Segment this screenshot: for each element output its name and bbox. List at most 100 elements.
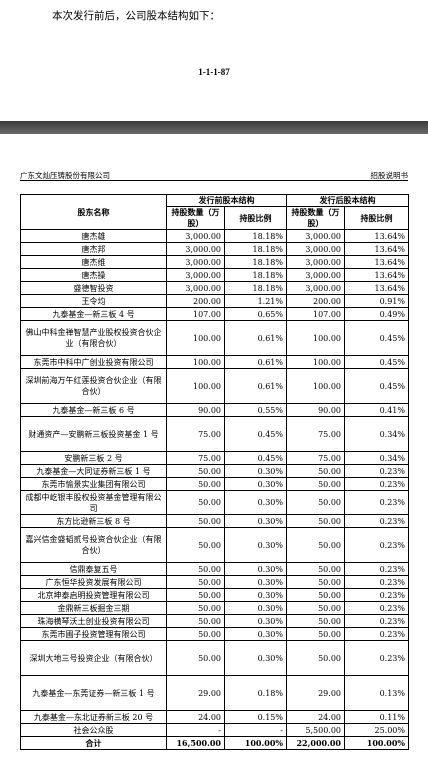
before-ratio: 0.30% xyxy=(224,490,287,515)
after-qty: 5,500.00 xyxy=(286,723,345,737)
after-ratio: 0.23% xyxy=(344,627,409,641)
before-ratio: 0.30% xyxy=(224,614,287,628)
after-qty: 3,000.00 xyxy=(286,242,345,256)
before-qty: 200.00 xyxy=(166,294,225,308)
after-ratio: 0.23% xyxy=(344,562,409,576)
after-qty: 50.00 xyxy=(286,527,345,563)
before-qty: 3,000.00 xyxy=(166,268,225,282)
before-ratio: - xyxy=(224,723,287,737)
before-qty: 50.00 xyxy=(166,490,225,515)
after-qty: 100.00 xyxy=(286,320,345,356)
table-row: 东方比逊新三板 8 号 50.00 0.30% 50.00 0.23% xyxy=(20,514,409,528)
table-row: 嘉兴信金盛韬贰号投资合伙企业（有限合伙） 50.00 0.30% 50.00 0.23% xyxy=(20,527,409,563)
before-qty: 50.00 xyxy=(166,527,225,563)
table-row: 盛德智投资 3,000.00 18.18% 3,000.00 13.64% xyxy=(20,281,409,295)
after-ratio: 25.00% xyxy=(344,723,409,737)
after-qty: 90.00 xyxy=(286,403,345,417)
before-qty: 100.00 xyxy=(166,320,225,356)
after-qty: 29.00 xyxy=(286,675,345,711)
after-qty: 24.00 xyxy=(286,710,345,724)
before-ratio: 0.30% xyxy=(224,477,287,491)
table-row: 九泰基金—新三板 6 号 90.00 0.55% 90.00 0.41% xyxy=(20,403,409,417)
before-ratio: 0.65% xyxy=(224,307,287,321)
after-qty: 75.00 xyxy=(286,416,345,452)
table-row: 东莞市中科中广创业投资有限公司 100.00 0.61% 100.00 0.45% xyxy=(20,355,409,369)
before-ratio: 0.55% xyxy=(224,403,287,417)
after-ratio: 0.13% xyxy=(344,675,409,711)
col-before-ratio: 持股比例 xyxy=(224,206,287,230)
col-shareholder-name: 股东名称 xyxy=(20,194,167,230)
before-qty: 75.00 xyxy=(166,451,225,465)
total-after-qty: 22,000.00 xyxy=(286,736,345,750)
col-after-ratio: 持股比例 xyxy=(344,206,409,230)
before-ratio: 0.30% xyxy=(224,575,287,589)
after-qty: 50.00 xyxy=(286,514,345,528)
shareholder-name: 唐杰雄 xyxy=(20,229,167,243)
before-qty: 3,000.00 xyxy=(166,229,225,243)
before-ratio: 0.30% xyxy=(224,464,287,478)
shareholder-name: 唐杰邦 xyxy=(20,242,167,256)
shareholder-name: 成都中屹银丰股权投资基金管理有限公司 xyxy=(20,490,167,515)
shareholder-name: 九泰基金—东莞证券—新三板 1 号 xyxy=(20,675,167,711)
before-qty: 3,000.00 xyxy=(166,281,225,295)
table-row: 王令均 200.00 1.21% 200.00 0.91% xyxy=(20,294,409,308)
header-rule xyxy=(20,180,408,181)
shareholder-name: 珠海横琴沃土创业投资有限公司 xyxy=(20,614,167,628)
after-ratio: 0.41% xyxy=(344,403,409,417)
after-ratio: 0.23% xyxy=(344,527,409,563)
before-qty: 50.00 xyxy=(166,575,225,589)
before-qty: 90.00 xyxy=(166,403,225,417)
before-qty: 107.00 xyxy=(166,307,225,321)
before-ratio: 0.15% xyxy=(224,710,287,724)
after-ratio: 0.23% xyxy=(344,640,409,676)
before-qty: 3,000.00 xyxy=(166,242,225,256)
before-ratio: 0.61% xyxy=(224,368,287,404)
before-qty: 50.00 xyxy=(166,562,225,576)
page-header: 广东文灿压铸股份有限公司 招股说明书 xyxy=(20,170,408,181)
table-row: 九泰基金—东北证券新三板 20 号 24.00 0.15% 24.00 0.11% xyxy=(20,710,409,724)
before-ratio: 0.61% xyxy=(224,355,287,369)
table-row: 广东恒华投资发展有限公司 50.00 0.30% 50.00 0.23% xyxy=(20,575,409,589)
shareholder-name: 东莞市中科中广创业投资有限公司 xyxy=(20,355,167,369)
shareholder-name: 东莞市愉景实业集团有限公司 xyxy=(20,477,167,491)
table-row: 东莞市愉景实业集团有限公司 50.00 0.30% 50.00 0.23% xyxy=(20,477,409,491)
table-row: 佛山中科金禅智慧产业股权投资合伙企业（有限合伙） 100.00 0.61% 100.0… xyxy=(20,320,409,356)
after-ratio: 0.45% xyxy=(344,320,409,356)
before-qty: 24.00 xyxy=(166,710,225,724)
before-ratio: 18.18% xyxy=(224,268,287,282)
before-qty: 50.00 xyxy=(166,601,225,615)
before-ratio: 0.30% xyxy=(224,514,287,528)
before-ratio: 0.30% xyxy=(224,627,287,641)
after-ratio: 0.34% xyxy=(344,416,409,452)
after-ratio: 0.23% xyxy=(344,477,409,491)
after-qty: 100.00 xyxy=(286,355,345,369)
before-qty: 75.00 xyxy=(166,416,225,452)
shareholder-name: 深圳前海万午红莲投资合伙企业（有限合伙） xyxy=(20,368,167,404)
table-row: 深圳前海万午红莲投资合伙企业（有限合伙） 100.00 0.61% 100.00 0.4… xyxy=(20,368,409,404)
after-ratio: 0.23% xyxy=(344,464,409,478)
after-qty: 50.00 xyxy=(286,490,345,515)
after-ratio: 13.64% xyxy=(344,229,409,243)
after-qty: 3,000.00 xyxy=(286,229,345,243)
shareholder-name: 广东恒华投资发展有限公司 xyxy=(20,575,167,589)
before-ratio: 0.30% xyxy=(224,562,287,576)
total-before-qty: 16,500.00 xyxy=(166,736,225,750)
total-row: 合计 16,500.00 100.00% 22,000.00 100.00% xyxy=(20,736,409,750)
before-ratio: 0.30% xyxy=(224,588,287,602)
table-row: 唐杰邦 3,000.00 18.18% 3,000.00 13.64% xyxy=(20,242,409,256)
after-ratio: 0.49% xyxy=(344,307,409,321)
after-qty: 200.00 xyxy=(286,294,345,308)
share-structure-table: 股东名称 发行前股本结构 发行后股本结构 持股数量（万股） 持股比例 持股数量（… xyxy=(20,194,409,750)
after-qty: 3,000.00 xyxy=(286,268,345,282)
total-after-ratio: 100.00% xyxy=(344,736,409,750)
shareholder-name: 九泰基金—新三板 6 号 xyxy=(20,403,167,417)
before-qty: 50.00 xyxy=(166,627,225,641)
shareholder-name: 安鹏新三板 2 号 xyxy=(20,451,167,465)
before-ratio: 18.18% xyxy=(224,281,287,295)
after-ratio: 0.23% xyxy=(344,514,409,528)
after-qty: 50.00 xyxy=(286,627,345,641)
after-qty: 100.00 xyxy=(286,368,345,404)
shareholder-name: 东莞市圃子投资管理有限公司 xyxy=(20,627,167,641)
after-qty: 50.00 xyxy=(286,614,345,628)
col-before-qty: 持股数量（万股） xyxy=(166,206,225,230)
